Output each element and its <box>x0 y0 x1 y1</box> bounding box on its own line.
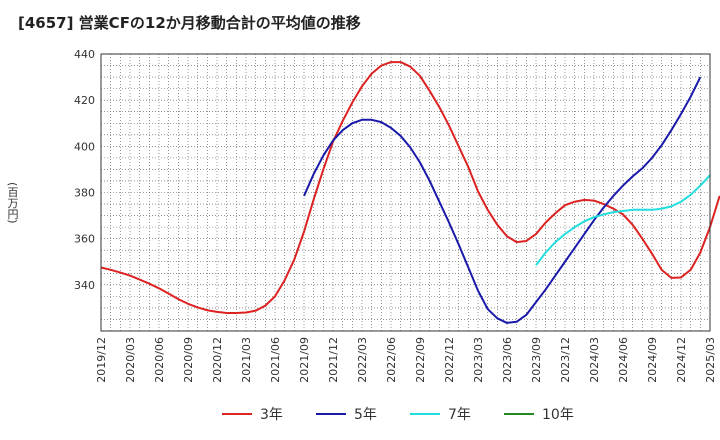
x-tick-label: 2022/06 <box>385 337 398 383</box>
y-tick-label: 400 <box>74 140 95 153</box>
legend-label: 3年 <box>260 407 283 423</box>
series-line <box>303 76 702 324</box>
series-layer <box>100 61 720 324</box>
y-axis-label: (百万円) <box>6 182 19 224</box>
x-tick-label: 2024/12 <box>675 337 688 383</box>
y-tick-label: 420 <box>74 94 95 107</box>
legend: 3年 5年 7年 10年 <box>222 407 574 423</box>
x-tick-label: 2021/09 <box>298 337 311 383</box>
y-tick-label: 360 <box>74 233 95 246</box>
x-tick-label: 2020/09 <box>182 337 195 383</box>
y-tick-label: 440 <box>74 48 95 61</box>
x-tick-label: 2021/06 <box>269 337 282 383</box>
x-tick-label: 2022/12 <box>443 337 456 383</box>
x-tick-label: 2020/12 <box>211 337 224 383</box>
series-line <box>100 61 720 314</box>
y-tick-label: 340 <box>74 279 95 292</box>
x-tick-label: 2025/03 <box>704 337 717 383</box>
x-tick-label: 2022/03 <box>356 337 369 383</box>
x-tick-label: 2021/03 <box>240 337 253 383</box>
legend-label: 5年 <box>354 407 377 423</box>
x-tick-label: 2022/09 <box>414 337 427 383</box>
x-tick-label: 2023/09 <box>530 337 543 383</box>
plot-frame <box>100 53 711 332</box>
chart-title: [4657] 営業CFの12か月移動合計の平均値の推移 <box>18 14 361 32</box>
x-tick-label: 2024/03 <box>588 337 601 383</box>
x-tick-label: 2024/06 <box>617 337 630 383</box>
x-tick-label: 2021/12 <box>327 337 340 383</box>
y-tick-label: 380 <box>74 187 95 200</box>
x-tick-label: 2020/06 <box>153 337 166 383</box>
x-tick-label: 2024/09 <box>646 337 659 383</box>
x-tick-label: 2023/12 <box>559 337 572 383</box>
legend-label: 10年 <box>542 407 574 423</box>
series-line <box>535 174 711 266</box>
grid-lines <box>100 53 711 332</box>
legend-label: 7年 <box>448 407 471 423</box>
x-tick-label: 2020/03 <box>124 337 137 383</box>
x-tick-label: 2023/03 <box>472 337 485 383</box>
y-tick-labels: 340 360 380 400 420 440 <box>74 48 95 292</box>
x-tick-labels: 2019/12 2020/03 2020/06 2020/09 2020/12 2021/… <box>95 337 717 383</box>
x-tick-label: 2023/06 <box>501 337 514 383</box>
x-tick-label: 2019/12 <box>95 337 108 383</box>
